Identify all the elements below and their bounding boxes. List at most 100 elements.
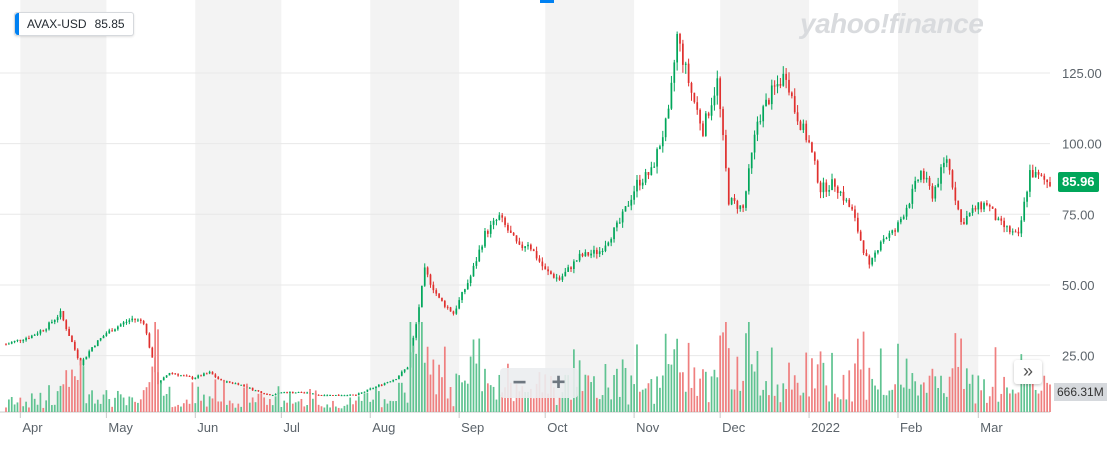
candle-body bbox=[733, 198, 736, 201]
volume-bar bbox=[223, 380, 225, 412]
volume-bar bbox=[885, 395, 888, 412]
volume-bar bbox=[412, 345, 415, 412]
candle-body bbox=[99, 338, 102, 341]
candle-body bbox=[659, 146, 661, 150]
volume-bar bbox=[160, 382, 162, 412]
candle-body bbox=[340, 395, 343, 397]
candle-body bbox=[145, 323, 148, 334]
volume-bar bbox=[349, 397, 352, 412]
volume-bar bbox=[902, 387, 905, 412]
volume-bar bbox=[610, 399, 613, 412]
candle-body bbox=[988, 204, 991, 207]
volume-bar bbox=[842, 374, 845, 412]
zoom-control: − + bbox=[500, 368, 578, 398]
candle-body bbox=[51, 321, 53, 323]
volume-bar bbox=[756, 351, 759, 412]
candle-body bbox=[94, 345, 96, 348]
candle-body bbox=[581, 253, 584, 257]
volume-bar bbox=[1029, 367, 1031, 412]
scroll-to-latest-button[interactable]: » bbox=[1014, 360, 1042, 384]
candle-body bbox=[584, 252, 587, 257]
volume-bar bbox=[22, 406, 25, 412]
candle-body bbox=[464, 289, 466, 293]
volume-bar bbox=[618, 396, 621, 412]
candle-body bbox=[673, 62, 676, 83]
candle-body bbox=[874, 252, 876, 258]
candle-body bbox=[704, 113, 707, 136]
volume-bar bbox=[234, 407, 237, 412]
volume-bar bbox=[237, 403, 240, 412]
volume-bar bbox=[177, 404, 179, 412]
candle-body bbox=[1046, 179, 1048, 183]
candle-body bbox=[418, 307, 420, 325]
volume-bar bbox=[340, 408, 343, 412]
volume-bar bbox=[125, 405, 128, 412]
candle-body bbox=[816, 160, 819, 183]
volume-bar bbox=[466, 383, 469, 412]
zoom-out-button[interactable]: − bbox=[512, 369, 527, 396]
volume-bar bbox=[432, 359, 435, 412]
candle-body bbox=[492, 220, 495, 225]
volume-bar bbox=[704, 371, 707, 412]
y-tick-label: 75.00 bbox=[1062, 207, 1095, 222]
candle-body bbox=[621, 211, 624, 223]
x-tick-label: Mar bbox=[980, 420, 1003, 435]
candle-body bbox=[834, 179, 836, 187]
candle-body bbox=[742, 205, 744, 208]
candle-body bbox=[512, 232, 515, 236]
x-tick-label: Sep bbox=[461, 420, 484, 435]
candle-body bbox=[613, 227, 615, 240]
volume-bar bbox=[280, 407, 283, 412]
volume-bar bbox=[228, 400, 231, 412]
candle-body bbox=[234, 383, 237, 385]
volume-bar bbox=[621, 359, 624, 412]
candle-body bbox=[217, 377, 220, 380]
volume-bar bbox=[501, 392, 504, 412]
candle-body bbox=[851, 206, 853, 210]
candle-body bbox=[1006, 226, 1008, 228]
candle-body bbox=[716, 78, 719, 96]
volume-bar bbox=[647, 383, 650, 412]
candle-body bbox=[435, 290, 438, 294]
volume-bar bbox=[882, 394, 885, 412]
candle-body bbox=[228, 381, 231, 383]
volume-bar bbox=[581, 391, 584, 412]
candle-body bbox=[882, 238, 885, 242]
candle-body bbox=[297, 392, 300, 394]
volume-bar bbox=[357, 396, 360, 412]
candle-body bbox=[266, 393, 268, 395]
volume-bar bbox=[504, 387, 506, 412]
candle-body bbox=[839, 191, 842, 193]
zoom-in-button[interactable]: + bbox=[551, 369, 566, 396]
candle-body bbox=[710, 105, 713, 116]
candle-body bbox=[160, 380, 162, 385]
candle-body bbox=[719, 78, 722, 110]
volume-bar bbox=[122, 397, 125, 412]
volume-bar bbox=[796, 382, 799, 412]
volume-bar bbox=[1031, 380, 1034, 412]
candle-body bbox=[558, 277, 561, 280]
volume-bar bbox=[587, 375, 590, 412]
candle-body bbox=[412, 337, 415, 353]
candle-body bbox=[8, 343, 10, 345]
volume-bar bbox=[257, 393, 260, 412]
volume-bar bbox=[851, 401, 853, 412]
volume-bar bbox=[489, 385, 492, 412]
candle-body bbox=[306, 392, 309, 394]
volume-bar bbox=[988, 396, 991, 412]
volume-bar bbox=[673, 349, 676, 412]
candle-body bbox=[920, 170, 922, 180]
volume-bar bbox=[825, 385, 828, 412]
candle-body bbox=[62, 311, 65, 321]
candle-body bbox=[56, 317, 59, 321]
candle-body bbox=[782, 73, 785, 86]
volume-bar bbox=[722, 332, 724, 412]
x-tick-label: 2022 bbox=[811, 420, 840, 435]
volume-bar bbox=[303, 406, 306, 412]
candle-body bbox=[756, 121, 759, 135]
candle-body bbox=[974, 208, 977, 210]
candle-body bbox=[59, 311, 62, 318]
candle-body bbox=[194, 377, 197, 380]
ticker-badge[interactable]: AVAX-USD 85.85 bbox=[14, 12, 134, 36]
